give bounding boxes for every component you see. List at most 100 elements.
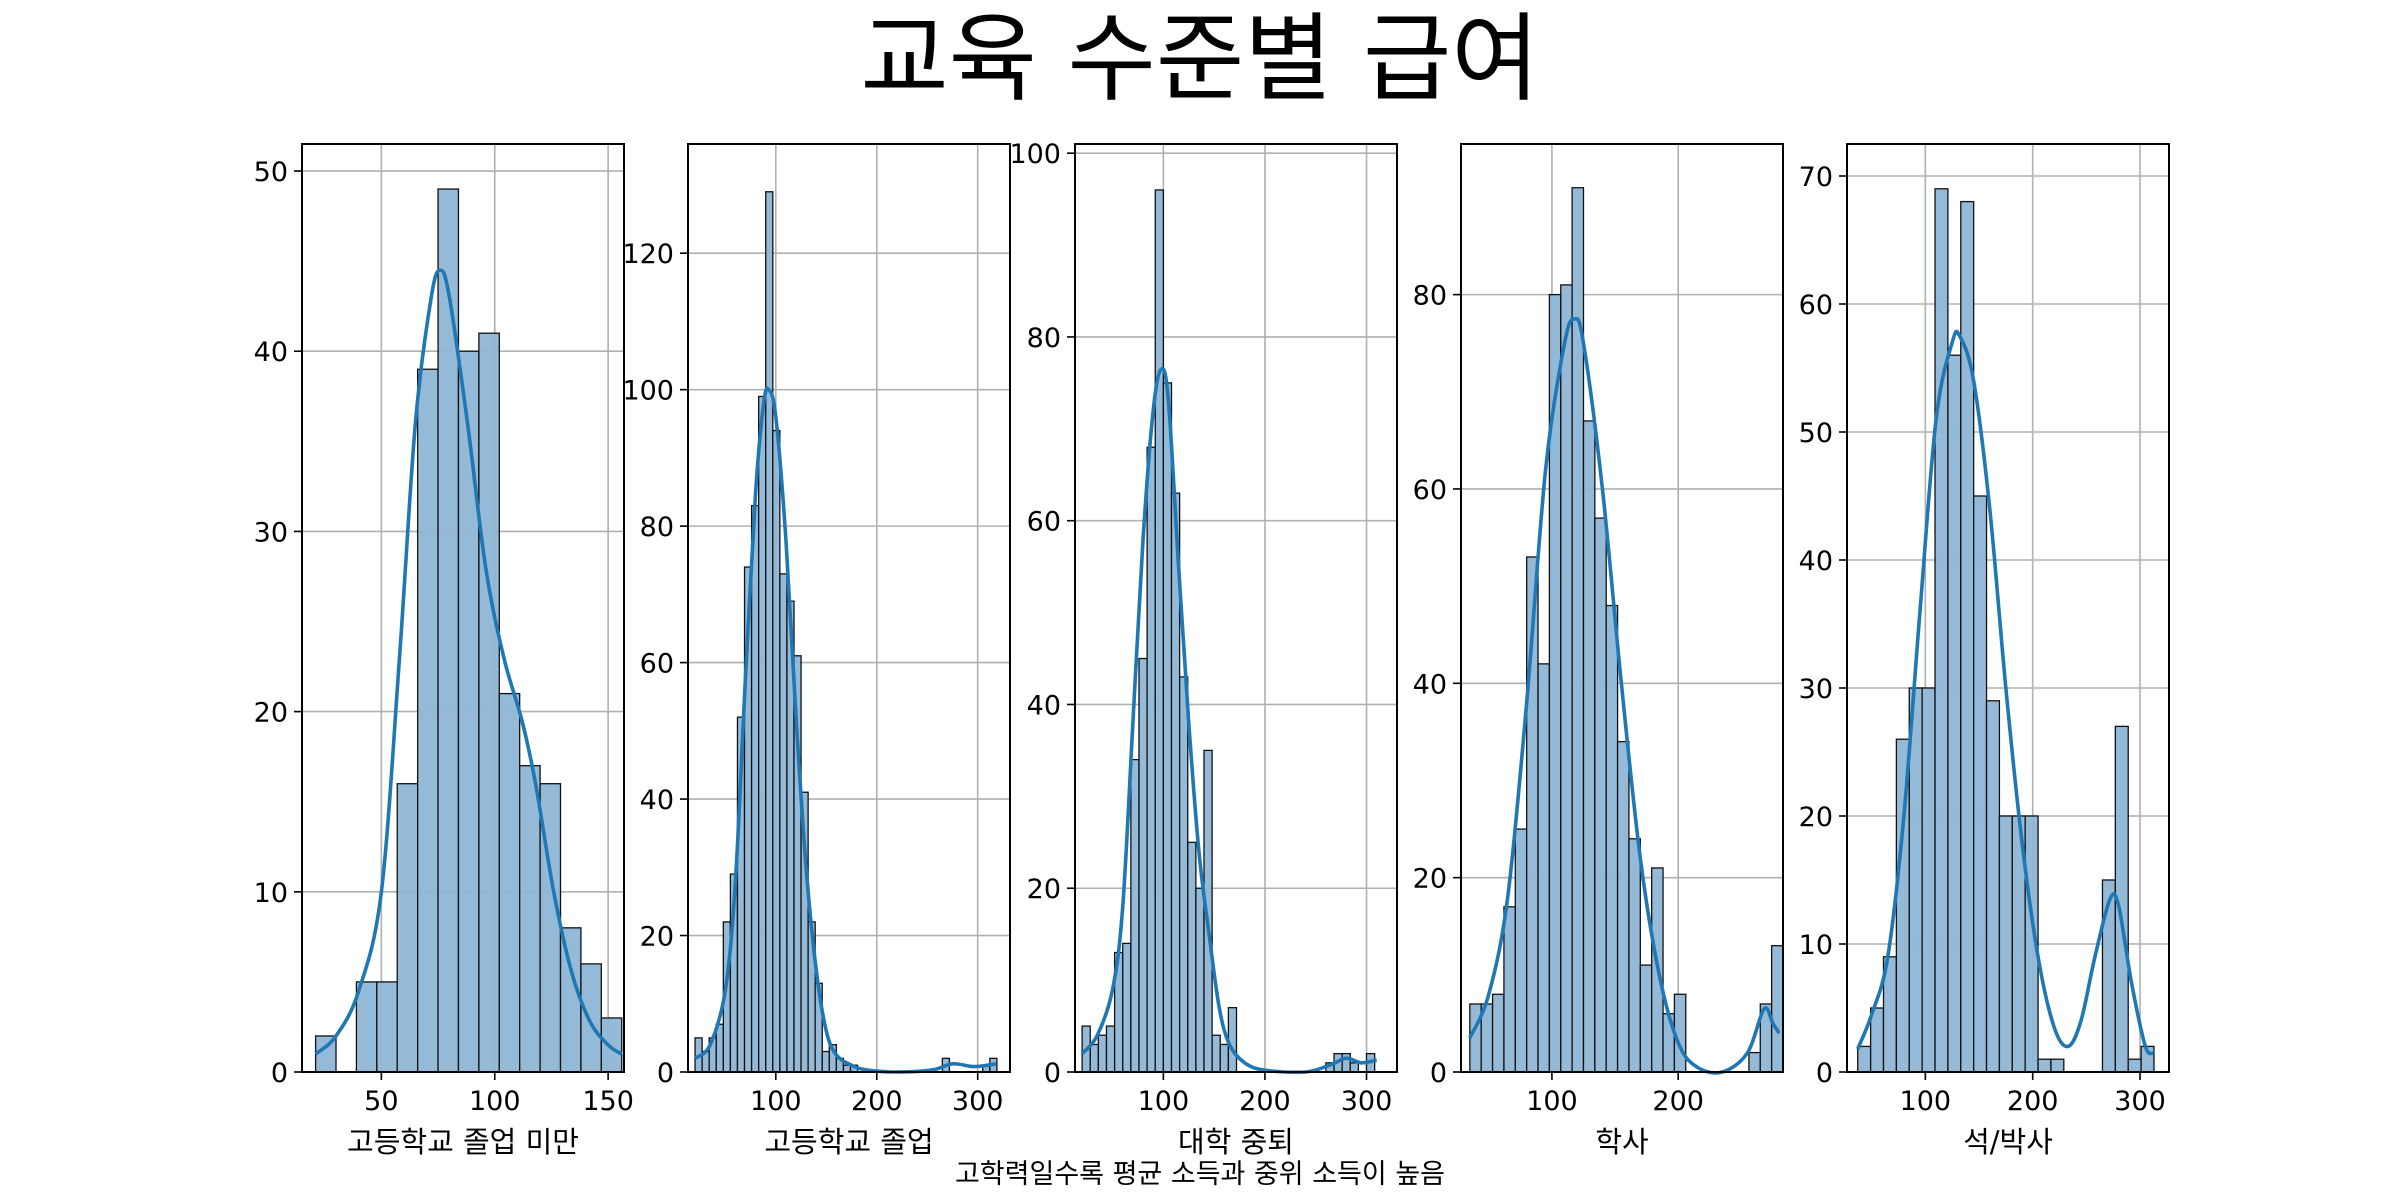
histogram-bar [1869,1007,1885,1073]
y-tick-label: 40 [1027,690,1061,721]
histogram-bar [1770,945,1784,1073]
y-tick-label: 60 [1413,475,1447,506]
x-axis-label: 석/박사 [1963,1125,2053,1159]
subplot-4: 100 200 0 20 40 60 80 학사 [1413,143,1784,1159]
y-tick-label: 0 [1816,1058,1833,1089]
kde-curve [1856,329,2156,1056]
y-tick-label: 0 [657,1058,674,1089]
y-tick-label: 0 [1430,1058,1447,1089]
x-tick-label: 300 [1341,1086,1393,1117]
y-tick-label: 100 [1009,139,1061,170]
y-tick-label: 40 [640,785,674,816]
x-tick-label: 150 [582,1086,634,1117]
x-tick-label: 100 [469,1086,521,1117]
histogram-bar [416,368,439,1073]
histogram-bar [1349,1062,1360,1073]
kde-curve [314,268,623,1056]
y-tick-label: 20 [1799,802,1833,833]
histogram-bar [1491,993,1505,1073]
histogram-bar [1548,293,1562,1073]
histogram-bar [1187,841,1197,1073]
histogram-bar [765,191,774,1073]
histogram-bar [1594,517,1607,1073]
histogram-bar [2127,1058,2142,1073]
axes-frame [301,143,625,1073]
y-tick-label: 20 [1027,874,1061,905]
subplot-5: 100 200 300 0 10 20 30 40 50 60 70 석/박사 [1799,143,2170,1159]
y-tick-label: 120 [622,239,674,270]
x-tick-label: 100 [1900,1086,1952,1117]
histogram-bar [1154,189,1165,1073]
histogram-bar [772,429,781,1073]
histogram-bar [1628,838,1641,1073]
histogram-bar [559,927,582,1073]
histogram-bar [1227,1007,1238,1073]
histogram-bar [1089,1043,1100,1073]
subplot-1: 50 100 150 0 10 20 30 40 50 고등학교 졸업 미만 [254,143,634,1159]
histogram-bar [1514,828,1528,1073]
y-tick-label: 60 [640,649,674,680]
histogram-bar [1921,687,1936,1073]
y-tick-label: 80 [640,512,674,543]
kde-curve [1468,316,1781,1075]
histogram-bar [1503,906,1516,1073]
x-tick-label: 200 [2007,1086,2059,1117]
histogram-bar [1998,815,2013,1073]
chart-caption: 고학력일수록 평균 소득과 중위 소득이 높음 [955,1159,1445,1190]
histogram-bar [758,395,767,1073]
histogram-bar [1211,1034,1221,1073]
y-tick-label: 70 [1799,162,1833,193]
y-tick-label: 40 [1413,669,1447,700]
axes-frame [1846,143,2170,1073]
y-tick-label: 20 [1413,864,1447,895]
x-tick-label: 200 [1239,1086,1291,1117]
x-tick-label: 300 [2114,1086,2166,1117]
x-tick-label: 200 [851,1086,903,1117]
histogram-bar [355,981,378,1073]
histogram-bar [1857,1045,1872,1073]
y-tick-label: 0 [271,1058,288,1089]
y-tick-label: 50 [254,157,288,188]
histogram-bar [457,350,480,1073]
subplot-3: 100 200 300 0 20 40 60 80 100 대학 중퇴 [1009,139,1398,1159]
axes-frame [1074,143,1398,1073]
histogram-bar [1639,964,1653,1073]
x-axis-label: 고등학교 졸업 미만 [347,1125,579,1159]
histogram-bar [1582,420,1596,1073]
histogram-bar [1537,663,1551,1073]
histogram-bar [1605,604,1619,1073]
histogram-bar [1162,382,1173,1073]
histogram-bar [1138,657,1148,1073]
histogram-bar [1960,200,1975,1073]
y-tick-label: 10 [254,878,288,909]
y-tick-label: 60 [1799,290,1833,321]
x-tick-label: 50 [364,1086,398,1117]
histogram-bar [1616,740,1630,1073]
y-tick-label: 40 [254,337,288,368]
histogram-bar [1748,1051,1761,1073]
y-tick-label: 80 [1027,323,1061,354]
x-tick-label: 200 [1652,1086,1704,1117]
histogram-bar [1973,495,1988,1073]
histogram-bar [1097,1034,1108,1073]
histogram-bar [376,981,398,1073]
y-tick-label: 0 [1044,1058,1061,1089]
histogram-bar [1934,188,1949,1073]
histogram-bar [2050,1058,2065,1073]
y-tick-label: 50 [1799,418,1833,449]
histogram-bar [1219,1043,1230,1073]
y-tick-label: 30 [1799,674,1833,705]
histogram-bar [842,1064,852,1073]
histogram-bar [1947,354,1962,1073]
histogram-bar [1122,942,1132,1073]
histogram-bar [600,1017,623,1073]
histogram-bar [1178,676,1189,1073]
y-tick-label: 80 [1413,281,1447,312]
subplot-2: 100 200 300 0 20 40 60 80 100 120 고등학교 졸업 [622,143,1011,1159]
y-tick-label: 60 [1027,507,1061,538]
histogram-bar [779,573,788,1073]
histogram-bar [1985,700,2001,1073]
histogram-bar [1130,758,1140,1073]
